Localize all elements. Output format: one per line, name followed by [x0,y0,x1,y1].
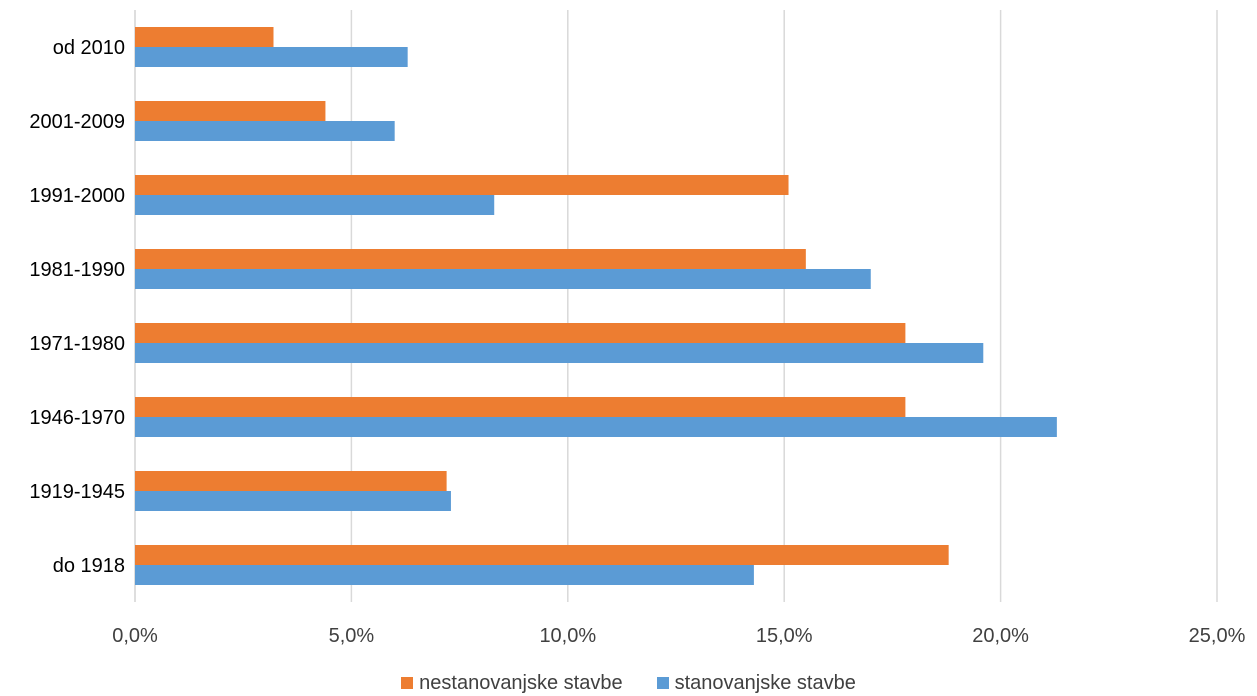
y-category-label: 1946-1970 [29,407,125,429]
bar-stanovanjske [135,491,451,511]
bar-stanovanjske [135,47,408,67]
x-axis-tick-labels: 0,0% 5,0% 10,0% 15,0% 20,0% 25,0% [112,625,1245,647]
bars [135,27,1057,585]
legend-label: stanovanjske stavbe [674,671,856,694]
y-category-label: 2001-2009 [29,111,125,133]
y-category-label: 1991-2000 [29,185,125,207]
bar-stanovanjske [135,269,871,289]
legend-swatch-blue [656,677,669,689]
bar-stanovanjske [135,121,395,141]
legend-swatch-orange [401,677,414,689]
y-category-label: 1971-1980 [29,333,125,355]
y-category-label: 1919-1945 [29,481,125,503]
bar-nestanovanjske [135,471,447,491]
x-tick-label: 25,0% [1189,625,1246,647]
y-category-label: od 2010 [53,37,125,59]
x-tick-label: 20,0% [972,625,1029,647]
legend-item-nestanovanjske: nestanovanjske stavbe [401,671,623,695]
x-tick-label: 10,0% [539,625,596,647]
bar-nestanovanjske [135,101,326,121]
bar-stanovanjske [135,417,1057,437]
y-category-label: do 1918 [53,555,125,577]
x-tick-label: 0,0% [112,625,158,647]
legend-label: nestanovanjske stavbe [419,671,623,694]
bar-nestanovanjske [135,397,906,417]
bar-nestanovanjske [135,323,906,343]
bar-nestanovanjske [135,249,806,269]
bar-stanovanjske [135,565,754,585]
bar-nestanovanjske [135,27,274,47]
x-tick-label: 5,0% [329,625,375,647]
legend: nestanovanjske stavbe stanovanjske stavb… [0,670,1257,696]
x-tick-label: 15,0% [756,625,813,647]
bar-chart: 0,0% 5,0% 10,0% 15,0% 20,0% 25,0% do 1918 1919… [29,10,1246,647]
y-category-label: 1981-1990 [29,259,125,281]
bar-stanovanjske [135,195,495,215]
y-axis-category-labels: do 1918 1919-1945 1946-1970 1971-1980 1981-1… [29,37,125,577]
gridlines [134,10,1218,602]
bar-nestanovanjske [135,175,789,195]
legend-item-stanovanjske: stanovanjske stavbe [656,671,856,695]
bar-nestanovanjske [135,545,949,565]
bar-stanovanjske [135,343,984,363]
